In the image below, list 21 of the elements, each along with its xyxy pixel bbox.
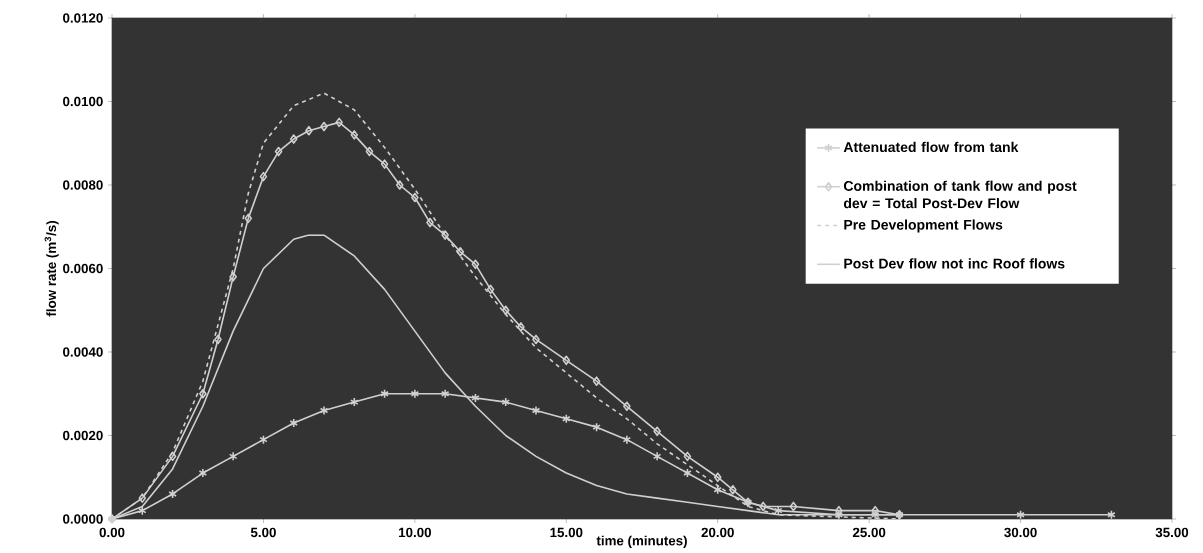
x-tick-label: 25.00 <box>852 527 886 538</box>
x-tick-label: 10.00 <box>399 527 432 538</box>
x-tick-label: 5.00 <box>250 527 276 538</box>
y-tick-label: 0.0000 <box>63 514 103 524</box>
x-tick-label: 30.00 <box>1004 527 1037 538</box>
x-tick-label: 15.00 <box>550 527 583 538</box>
x-tick-label: 35.00 <box>1155 527 1189 538</box>
y-tick-label: 0.0100 <box>63 97 103 107</box>
y-axis-title: flow rate (m$^{3}$/s) <box>44 221 59 317</box>
y-tick-label: 0.0080 <box>63 180 103 190</box>
x-tick-label: 20.00 <box>701 527 734 538</box>
x-axis-title: time (minutes) <box>596 535 687 549</box>
legend-label: Attenuated flow from tank <box>843 142 1019 153</box>
y-tick-label: 0.0020 <box>63 431 103 441</box>
legend-label: Post Dev flow not inc Roof flows <box>844 258 1065 269</box>
y-tick-label: 0.0060 <box>63 264 103 274</box>
y-tick-label: 0.0120 <box>63 13 103 23</box>
legend-label: Combination of tank flow and post dev = Total Post-Dev Flow <box>843 180 1077 209</box>
x-tick-label: 0.00 <box>99 527 125 538</box>
legend-label: Pre Development Flows <box>844 219 1003 233</box>
y-tick-label: 0.0040 <box>63 347 103 357</box>
